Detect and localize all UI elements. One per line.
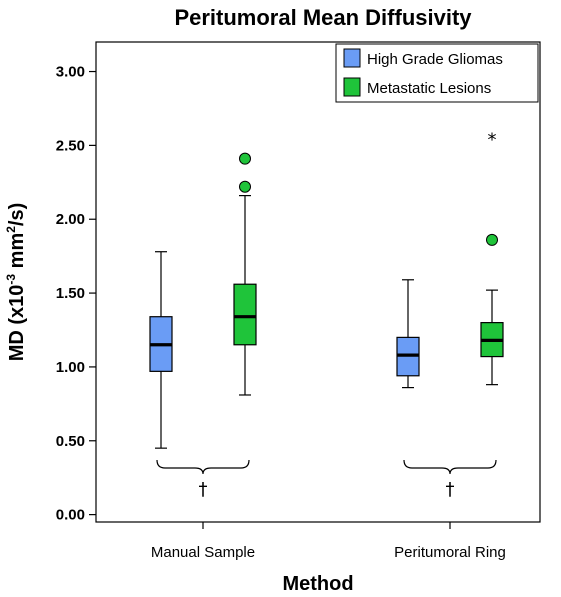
box-series: * bbox=[149, 130, 504, 449]
y-axis-title-exponent: -3 bbox=[4, 274, 18, 285]
y-axis-title-unit-exponent: 2 bbox=[4, 226, 18, 233]
y-tick-label: 1.00 bbox=[56, 359, 85, 376]
significance-dagger: † bbox=[199, 479, 208, 500]
legend-swatch-high-grade-gliomas bbox=[343, 48, 361, 68]
legend: High Grade Gliomas Metastatic Lesions bbox=[335, 43, 539, 103]
y-tick-label: 0.50 bbox=[56, 433, 85, 450]
y-tick-label: 2.00 bbox=[56, 211, 85, 228]
y-axis-title-main: MD (x10 bbox=[6, 285, 28, 362]
box-high-grade-gliomas bbox=[396, 279, 420, 389]
significance-brace bbox=[156, 459, 250, 475]
significance-brace bbox=[403, 459, 497, 475]
outlier-point bbox=[486, 233, 498, 246]
annotations: † † bbox=[156, 459, 497, 500]
x-tick-label: Manual Sample bbox=[151, 544, 255, 561]
outlier-point bbox=[239, 152, 251, 165]
legend-label-metastatic-lesions: Metastatic Lesions bbox=[367, 80, 491, 97]
box-metastatic-lesions: * bbox=[480, 130, 504, 386]
chart-title: Peritumoral Mean Diffusivity bbox=[174, 5, 472, 30]
x-tick-label: Peritumoral Ring bbox=[394, 544, 506, 561]
y-tick-label: 0.00 bbox=[56, 507, 85, 524]
extreme-point: * bbox=[488, 130, 497, 151]
y-tick-label: 1.50 bbox=[56, 285, 85, 302]
significance-dagger: † bbox=[446, 479, 455, 500]
legend-frame bbox=[335, 43, 539, 103]
y-axis-title-tail: /s) bbox=[6, 203, 28, 226]
box-iqr bbox=[233, 283, 257, 346]
y-axis: 0.00 0.50 1.00 1.50 2.00 2.50 3.00 bbox=[56, 64, 96, 524]
y-tick-label: 2.50 bbox=[56, 137, 85, 154]
plot-area-frame bbox=[95, 41, 541, 523]
y-axis-title: MD (x10-3 mm2/s) bbox=[4, 203, 28, 362]
legend-swatch-metastatic-lesions bbox=[343, 77, 361, 97]
y-axis-title-unit: mm bbox=[6, 233, 28, 274]
outlier-point bbox=[239, 180, 251, 193]
box-metastatic-lesions bbox=[233, 152, 257, 396]
x-axis-title: Method bbox=[282, 573, 353, 595]
box-high-grade-gliomas bbox=[149, 251, 173, 449]
legend-label-high-grade-gliomas: High Grade Gliomas bbox=[367, 51, 503, 68]
y-tick-label: 3.00 bbox=[56, 64, 85, 81]
x-axis: Manual Sample Peritumoral Ring bbox=[151, 522, 506, 561]
